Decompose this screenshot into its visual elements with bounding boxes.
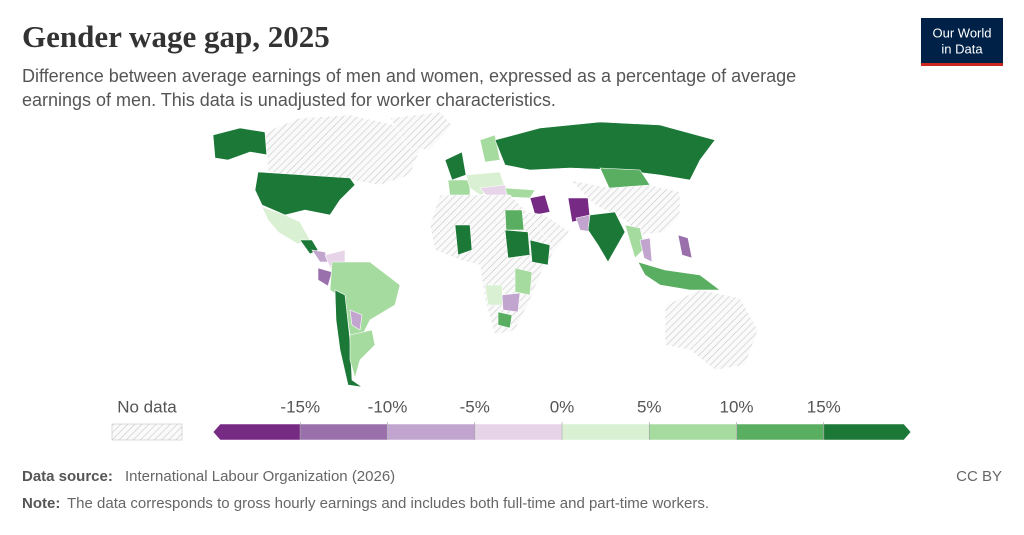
source-label: Data source: xyxy=(22,468,113,485)
subtitle: Difference between average earnings of m… xyxy=(22,66,796,86)
note: The data corresponds to gross hourly ear… xyxy=(67,495,709,512)
source: International Labour Organization (2026) xyxy=(125,468,395,485)
note-label: Note: xyxy=(22,495,60,512)
license: CC BY xyxy=(956,468,1002,485)
legend-bin xyxy=(561,423,650,441)
legend-bin xyxy=(823,423,912,441)
legend-tick-label: 15% xyxy=(807,397,841,416)
logo-box xyxy=(921,18,1003,64)
title: Gender wage gap, 2025 xyxy=(22,19,330,54)
legend-tick-label: 5% xyxy=(637,397,662,416)
legend-bin xyxy=(474,423,563,441)
legend-bin xyxy=(299,423,388,441)
legend: No data -15% -10% -5% 0% 5% 10% 15% xyxy=(111,397,912,441)
legend-tick-label: 10% xyxy=(719,397,753,416)
legend-tick-label: -10% xyxy=(368,397,408,416)
world-map xyxy=(212,111,759,388)
logo-text: Our World xyxy=(933,25,992,40)
legend-tick-label: -15% xyxy=(280,397,320,416)
logo[interactable]: Our World in Data xyxy=(921,18,1003,66)
subtitle: earnings of men. This data is unadjusted… xyxy=(22,90,556,110)
no-data-swatch xyxy=(111,423,183,441)
legend-bin xyxy=(648,423,737,441)
legend-bin xyxy=(212,423,301,441)
logo-bar xyxy=(921,63,1003,66)
logo-text: in Data xyxy=(941,41,983,56)
no-data-label: No data xyxy=(117,397,177,416)
legend-bin xyxy=(736,423,825,441)
legend-tick-label: 0% xyxy=(550,397,575,416)
legend-bin xyxy=(387,423,476,441)
legend-tick-label: -5% xyxy=(460,397,490,416)
